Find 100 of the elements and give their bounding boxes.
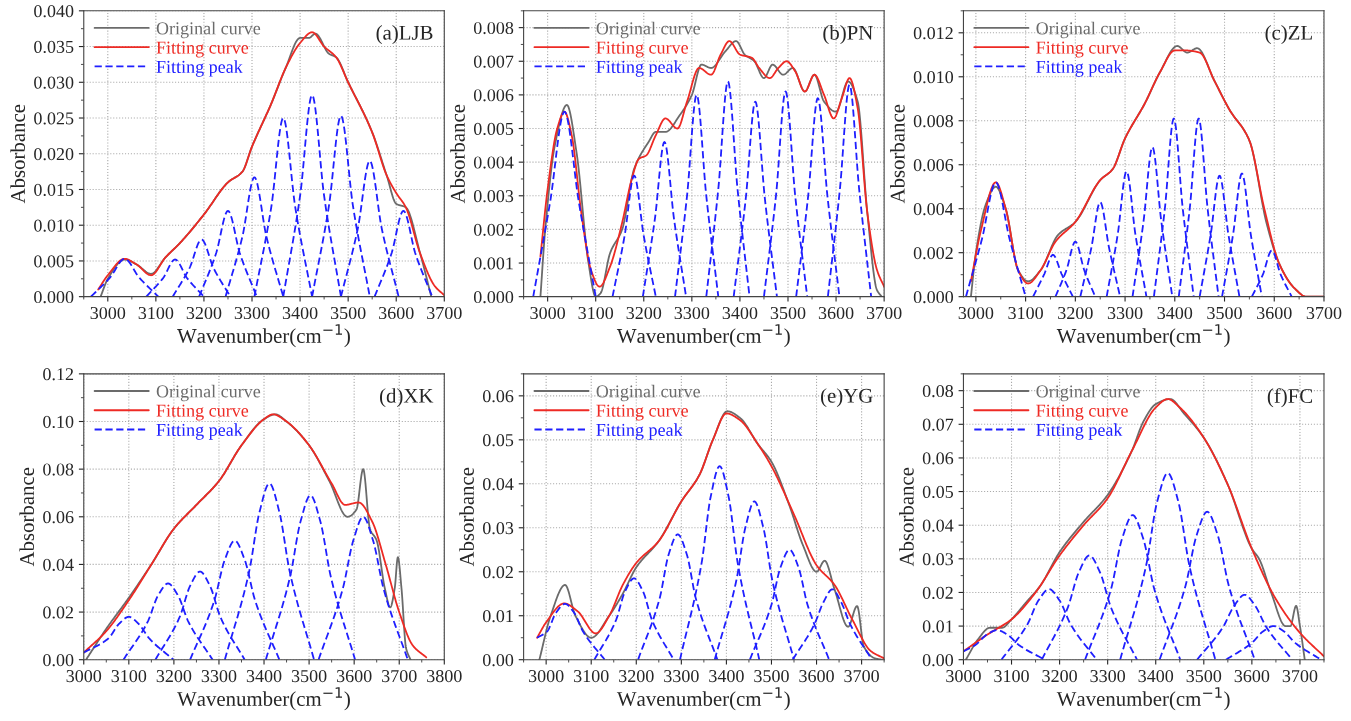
y-tick-label: 0.02 — [482, 566, 513, 579]
legend-label: Original curve — [1036, 384, 1140, 402]
y-tick-label: 0.00 — [43, 653, 74, 667]
legend-label: Original curve — [1036, 21, 1140, 39]
x-tick-label: 3200 — [619, 669, 654, 683]
x-tick-label: 3400 — [722, 306, 758, 320]
x-tick-label: 3400 — [246, 669, 282, 683]
x-tick-label: 3500 — [1207, 306, 1242, 320]
x-tick-label: 3600 — [379, 306, 414, 320]
y-tick-label: 0.05 — [922, 485, 954, 499]
y-tick-label: 0.06 — [922, 452, 954, 465]
x-tick-label: 3100 — [574, 669, 609, 683]
x-tick-label: 3000 — [528, 669, 564, 683]
y-tick-label: 0.10 — [43, 415, 74, 429]
legend-label: Original curve — [156, 384, 261, 402]
x-tick-label: 3500 — [770, 306, 806, 320]
y-tick-label: 0.030 — [34, 76, 74, 89]
x-tick-label: 3400 — [709, 669, 744, 683]
y-tick-label: 0.00 — [922, 653, 954, 667]
y-tick-label: 0.00 — [482, 653, 514, 667]
y-axis-title: Absorbance — [890, 104, 905, 204]
legend-label: Fitting peak — [1036, 423, 1123, 440]
y-tick-label: 0.004 — [913, 202, 954, 216]
y-tick-label: 0.01 — [922, 620, 953, 633]
y-tick-label: 0.006 — [913, 159, 954, 172]
y-tick-label: 0.04 — [922, 519, 954, 532]
x-tick-label: 3800 — [427, 669, 462, 683]
x-tick-label: 3000 — [66, 669, 102, 683]
x-tick-label: 3300 — [664, 669, 699, 683]
y-tick-label: 0.03 — [922, 553, 954, 566]
annotation: (c)ZL — [1265, 25, 1312, 44]
x-tick-label: 3600 — [336, 669, 372, 683]
x-tick-label: 3000 — [90, 306, 126, 320]
x-tick-label: 3400 — [282, 306, 318, 320]
annotation: (b)PN — [823, 25, 873, 44]
x-axis-title: Wavenumber(cm$^{−1}$) — [616, 687, 790, 711]
x-tick-label: 3400 — [1157, 306, 1193, 320]
x-axis-title: Wavenumber(cm$^{−1}$) — [1056, 687, 1230, 711]
x-tick-label: 3200 — [1058, 306, 1093, 320]
y-tick-label: 0.006 — [473, 89, 514, 102]
x-tick-label: 3300 — [1090, 669, 1126, 683]
y-tick-label: 0.02 — [43, 606, 74, 619]
x-tick-label: 3500 — [291, 669, 327, 683]
legend-label: Original curve — [596, 384, 700, 402]
y-tick-label: 0.008 — [913, 115, 954, 128]
legend-label: Fitting peak — [1036, 60, 1123, 77]
annotation: (a)LJB — [376, 25, 433, 44]
annotation: (f)FC — [1267, 388, 1313, 408]
annotation: (e)YG — [821, 388, 873, 408]
y-axis-title: Absorbance — [459, 467, 474, 567]
y-axis-title: Absorbance — [899, 467, 914, 567]
y-tick-label: 0.08 — [43, 463, 74, 476]
legend-label: Fitting peak — [596, 60, 683, 77]
x-tick-label: 3700 — [1306, 306, 1342, 320]
x-tick-label: 3200 — [186, 306, 222, 320]
y-tick-label: 0.12 — [43, 368, 74, 381]
legend-label: Fitting curve — [1036, 41, 1128, 58]
y-tick-label: 0.08 — [922, 384, 954, 398]
y-tick-label: 0.000 — [473, 290, 514, 304]
x-tick-label: 3100 — [1008, 306, 1043, 320]
legend-label: Fitting curve — [156, 41, 249, 58]
legend-label: Fitting curve — [596, 41, 688, 58]
y-tick-label: 0.005 — [34, 255, 74, 268]
y-tick-label: 0.003 — [473, 190, 514, 203]
y-tick-label: 0.01 — [482, 609, 513, 623]
y-tick-label: 0.008 — [473, 21, 514, 35]
y-tick-label: 0.040 — [34, 5, 74, 18]
x-tick-label: 3200 — [1042, 669, 1077, 683]
y-tick-label: 0.004 — [473, 156, 514, 169]
y-tick-label: 0.010 — [34, 219, 74, 232]
y-tick-label: 0.02 — [922, 586, 953, 599]
y-axis-title: Absorbance — [19, 467, 35, 567]
y-tick-label: 0.035 — [34, 40, 74, 54]
legend-label: Fitting peak — [596, 423, 683, 440]
y-tick-label: 0.010 — [913, 71, 954, 84]
x-tick-label: 3300 — [234, 306, 270, 320]
legend-label: Fitting curve — [156, 404, 249, 421]
y-tick-label: 0.015 — [34, 183, 74, 196]
x-tick-label: 3500 — [330, 306, 366, 320]
x-tick-label: 3200 — [156, 669, 192, 683]
y-tick-label: 0.06 — [482, 390, 514, 403]
y-tick-label: 0.020 — [34, 148, 74, 161]
y-tick-label: 0.001 — [473, 257, 513, 270]
y-axis-title: Absorbance — [10, 104, 26, 204]
x-tick-label: 3300 — [1107, 306, 1143, 320]
x-tick-label: 3000 — [530, 306, 566, 320]
x-tick-label: 3500 — [754, 669, 789, 683]
x-axis-title: Wavenumber(cm$^{−1}$) — [177, 687, 350, 711]
x-tick-label: 3100 — [111, 669, 147, 683]
legend-label: Original curve — [596, 21, 700, 39]
y-tick-label: 0.002 — [913, 246, 953, 260]
x-tick-label: 3300 — [201, 669, 237, 683]
x-tick-label: 3600 — [1257, 306, 1292, 320]
y-tick-label: 0.07 — [922, 418, 954, 431]
x-tick-label: 3600 — [1234, 669, 1270, 683]
x-tick-label: 3400 — [1138, 669, 1174, 683]
x-tick-label: 3700 — [1282, 669, 1318, 683]
x-tick-label: 3000 — [958, 306, 994, 320]
x-tick-label: 3700 — [866, 306, 902, 320]
x-tick-label: 3600 — [799, 669, 834, 683]
